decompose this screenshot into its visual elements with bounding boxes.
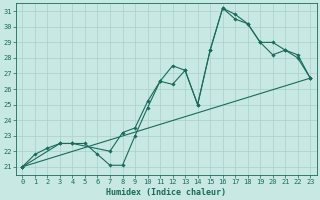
X-axis label: Humidex (Indice chaleur): Humidex (Indice chaleur): [106, 188, 226, 197]
